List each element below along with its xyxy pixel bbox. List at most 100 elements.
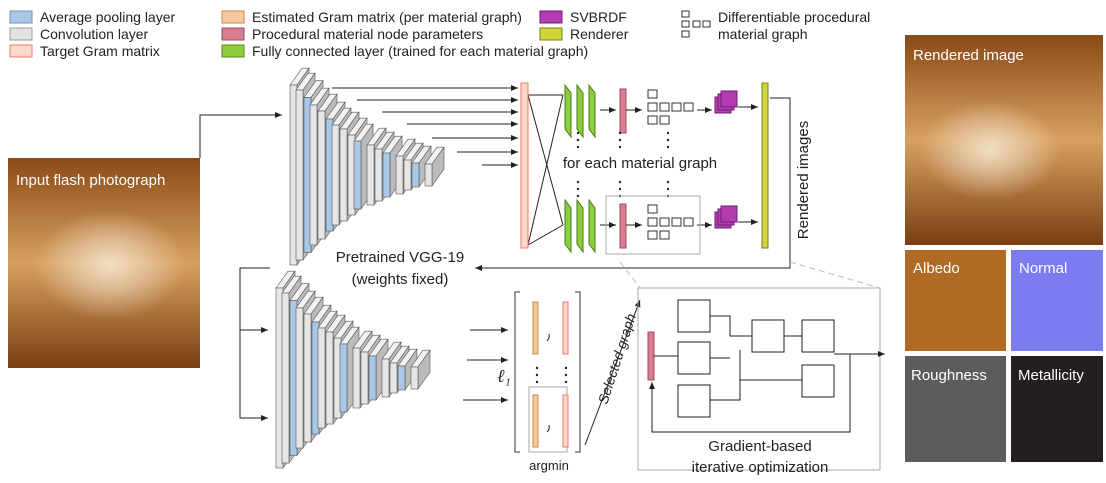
vgg-label: Pretrained VGG-19 bbox=[336, 249, 464, 266]
connector bbox=[200, 115, 282, 158]
graph-node bbox=[660, 231, 669, 239]
graph-node bbox=[648, 205, 657, 213]
fc-layer bbox=[577, 85, 583, 137]
target-gram bbox=[521, 83, 528, 248]
layer bbox=[340, 129, 347, 221]
ellipsis bbox=[619, 188, 621, 190]
legend-label: Target Gram matrix bbox=[40, 43, 160, 59]
layer bbox=[326, 332, 333, 424]
graph-node bbox=[660, 103, 669, 111]
optimization-label: iterative optimization bbox=[692, 459, 829, 476]
graph-node bbox=[648, 231, 657, 239]
ellipsis bbox=[619, 139, 621, 141]
layer bbox=[332, 125, 339, 225]
output-label: Albedo bbox=[913, 260, 960, 277]
graph-node bbox=[648, 218, 657, 226]
graph-node bbox=[672, 103, 681, 111]
input-label: Input flash photograph bbox=[16, 172, 165, 189]
legend-label: Procedural material node parameters bbox=[252, 26, 483, 42]
ellipsis bbox=[667, 139, 669, 141]
for-each-label: for each material graph bbox=[563, 155, 717, 172]
layer bbox=[318, 111, 325, 239]
ellipsis bbox=[536, 374, 538, 376]
layer bbox=[304, 314, 311, 442]
layer bbox=[296, 90, 303, 260]
connector bbox=[240, 268, 270, 418]
layer bbox=[375, 149, 382, 201]
layer bbox=[382, 359, 389, 397]
layer bbox=[404, 160, 411, 190]
ellipsis bbox=[577, 195, 579, 197]
fc-layer bbox=[589, 85, 595, 137]
bracket bbox=[515, 292, 580, 452]
legend-label: Differentiable procedural bbox=[718, 9, 870, 25]
connector bbox=[528, 95, 563, 245]
output-label: Roughness bbox=[911, 367, 987, 384]
layer bbox=[340, 344, 347, 412]
legend-label: Average pooling layer bbox=[40, 9, 176, 25]
fc-layer bbox=[565, 85, 571, 137]
legend-label: material graph bbox=[718, 26, 808, 42]
layer bbox=[367, 145, 374, 205]
fc-layer bbox=[577, 200, 583, 252]
ellipsis bbox=[667, 146, 669, 148]
layer bbox=[282, 293, 289, 463]
graph-node bbox=[684, 218, 693, 226]
graph-node bbox=[648, 116, 657, 124]
ellipsis bbox=[577, 132, 579, 134]
ellipsis bbox=[619, 181, 621, 183]
legend-label: SVBRDF bbox=[570, 9, 627, 25]
layer bbox=[390, 363, 397, 393]
renderer bbox=[762, 83, 768, 248]
vgg-label: (weights fixed) bbox=[352, 271, 449, 288]
layer bbox=[353, 348, 360, 408]
layer bbox=[369, 356, 376, 400]
layer bbox=[354, 141, 361, 209]
output-label: Metallicity bbox=[1018, 367, 1084, 384]
ellipsis bbox=[619, 146, 621, 148]
layer bbox=[383, 153, 390, 197]
graph-node bbox=[660, 218, 669, 226]
diagram: Average pooling layer Convolution layer … bbox=[0, 0, 1106, 478]
legend-label: Convolution layer bbox=[40, 26, 149, 42]
selected-graph-label: Selected graph bbox=[595, 311, 639, 406]
ellipsis bbox=[565, 381, 567, 383]
argmin-label: argmin bbox=[529, 458, 569, 473]
l1-label: ℓ₁ bbox=[497, 366, 511, 386]
legend-label: Renderer bbox=[570, 26, 629, 42]
ellipsis bbox=[577, 181, 579, 183]
graph-node bbox=[648, 103, 657, 111]
legend-label: Estimated Gram matrix (per material grap… bbox=[252, 9, 522, 25]
layer bbox=[425, 164, 432, 186]
layer bbox=[318, 328, 325, 428]
layer bbox=[398, 366, 405, 390]
graph-node bbox=[660, 116, 669, 124]
graph-node bbox=[684, 103, 693, 111]
layer bbox=[396, 156, 403, 194]
legend-label: Fully connected layer (trained for each … bbox=[252, 43, 588, 59]
output-label: Normal bbox=[1019, 260, 1067, 277]
layer bbox=[411, 367, 418, 389]
param-bar bbox=[620, 204, 626, 248]
layer bbox=[310, 105, 317, 245]
ellipsis bbox=[536, 381, 538, 383]
ellipsis bbox=[577, 139, 579, 141]
ellipsis bbox=[667, 181, 669, 183]
ellipsis bbox=[667, 132, 669, 134]
ellipsis bbox=[577, 188, 579, 190]
ellipsis bbox=[565, 367, 567, 369]
output-label: Rendered image bbox=[913, 47, 1024, 64]
ellipsis bbox=[619, 132, 621, 134]
ellipsis bbox=[667, 188, 669, 190]
fc-layer bbox=[565, 200, 571, 252]
ellipsis bbox=[565, 374, 567, 376]
svbrdf bbox=[721, 206, 737, 222]
rendered-images-label: Rendered images bbox=[795, 121, 812, 239]
svbrdf bbox=[721, 91, 737, 107]
ellipsis bbox=[577, 146, 579, 148]
legend: Average pooling layer Convolution layer … bbox=[10, 9, 870, 59]
fc-layer bbox=[589, 200, 595, 252]
optimization-label: Gradient-based bbox=[708, 438, 811, 455]
ellipsis bbox=[536, 367, 538, 369]
param-bar bbox=[620, 89, 626, 133]
